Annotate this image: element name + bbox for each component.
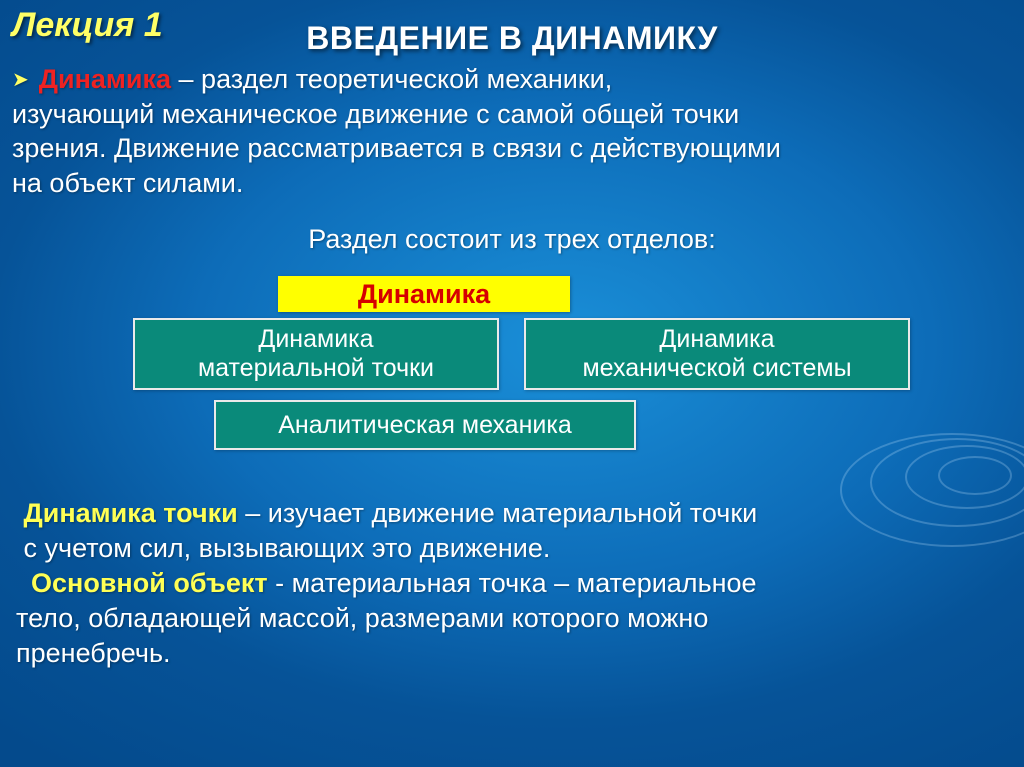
sections-heading: Раздел состоит из трех отделов: [0,224,1024,255]
decorative-ripple [938,456,1012,495]
intro-line-3: зрения. Движение рассматривается в связи… [12,131,1004,166]
diagram-box-analytical-mechanics: Аналитическая механика [214,400,636,450]
lower-p1-line1: Динамика точки – изучает движение матери… [16,496,1002,531]
term-dynamics: Динамика [39,64,171,94]
diagram-root-box: Динамика [278,276,570,312]
lower-p1-line2: с учетом сил, вызывающих это движение. [16,531,1002,566]
intro-line-1: Динамика – раздел теоретической механики… [39,62,613,97]
term-point-dynamics: Динамика точки [24,498,238,528]
lower-p2-line1: Основной объект - материальная точка – м… [16,566,1002,601]
diagram-box-label: Аналитическая механика [278,411,571,440]
lower-paragraphs: Динамика точки – изучает движение матери… [16,496,1002,671]
intro-line-2: изучающий механическое движение с самой … [12,97,1004,132]
intro-paragraph: ➤ Динамика – раздел теоретической механи… [12,62,1004,200]
intro-text-1: – раздел теоретической механики, [171,64,612,94]
term-main-object: Основной объект [31,568,268,598]
slide-title: ВВЕДЕНИЕ В ДИНАМИКУ [0,20,1024,57]
lower-p2-line3: пренебречь. [16,636,1002,671]
lower-p1-rest-a: – изучает движение материальной точки [238,498,757,528]
lower-p2-line2: тело, обладающей массой, размерами котор… [16,601,1002,636]
intro-line-4: на объект силами. [12,166,1004,201]
lower-p1-rest-b: с учетом сил, вызывающих это движение. [24,533,551,563]
diagram-box-point-dynamics: Динамикаматериальной точки [133,318,499,390]
diagram-box-label: Динамикаматериальной точки [198,325,434,383]
bullet-icon: ➤ [12,68,29,94]
diagram-box-label: Динамикамеханической системы [582,325,851,383]
diagram-box-system-dynamics: Динамикамеханической системы [524,318,910,390]
lower-p2-rest-a: - материальная точка – материальное [268,568,757,598]
slide: Лекция 1 ВВЕДЕНИЕ В ДИНАМИКУ ➤ Динамика … [0,0,1024,767]
